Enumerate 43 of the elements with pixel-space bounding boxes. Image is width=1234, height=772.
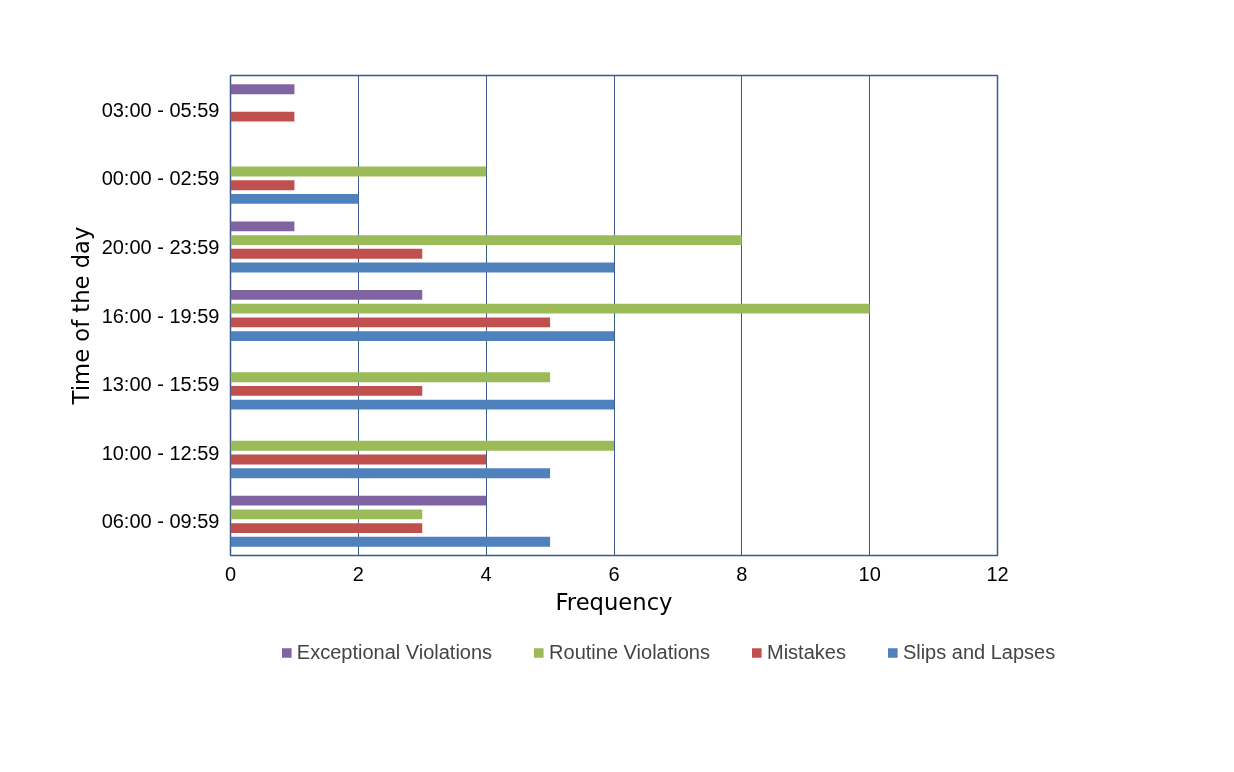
x-tick-label: 6: [608, 562, 620, 585]
bar: [230, 166, 487, 177]
bar: [230, 509, 423, 520]
y-tick-label: 03:00 - 05:59: [101, 98, 220, 121]
bar: [230, 454, 487, 465]
legend-label: Slips and Lapses: [902, 640, 1056, 664]
bar: [230, 248, 423, 259]
y-tick-label: 20:00 - 23:59: [101, 235, 220, 258]
bar: [230, 180, 295, 191]
x-tick-label: 12: [986, 562, 1009, 585]
x-tick-label: 0: [224, 562, 237, 585]
y-axis-title: Time of the day: [67, 226, 94, 406]
bar: [230, 399, 614, 410]
y-tick-label: 10:00 - 12:59: [101, 441, 220, 464]
y-tick-label: 00:00 - 02:59: [101, 167, 220, 190]
bar: [230, 440, 614, 451]
bar: [230, 262, 614, 273]
y-tick-label: 13:00 - 15:59: [101, 373, 220, 396]
x-tick-label: 10: [858, 562, 881, 585]
x-axis-title: Frequency: [555, 588, 673, 615]
x-tick-label: 2: [352, 562, 364, 585]
y-tick-label: 16:00 - 19:59: [101, 304, 220, 327]
bar: [230, 468, 551, 479]
bar: [230, 317, 551, 328]
bar: [230, 84, 295, 95]
bar: [230, 495, 487, 506]
bar: [230, 303, 870, 314]
legend-label: Exceptional Violations: [296, 640, 493, 664]
bar: [230, 289, 423, 300]
x-tick-label: 8: [736, 562, 748, 585]
bar: [230, 331, 614, 342]
bar: [230, 221, 295, 232]
bar: [230, 523, 423, 534]
bar: [230, 235, 742, 246]
legend-label: Mistakes: [766, 640, 846, 664]
bar: [230, 372, 551, 383]
bar: [230, 385, 423, 396]
bar: [230, 536, 551, 547]
bar: [230, 111, 295, 122]
y-tick-label: 06:00 - 09:59: [101, 510, 220, 533]
bar: [230, 193, 359, 204]
legend-label: Routine Violations: [549, 640, 710, 664]
x-tick-label: 4: [480, 562, 492, 585]
